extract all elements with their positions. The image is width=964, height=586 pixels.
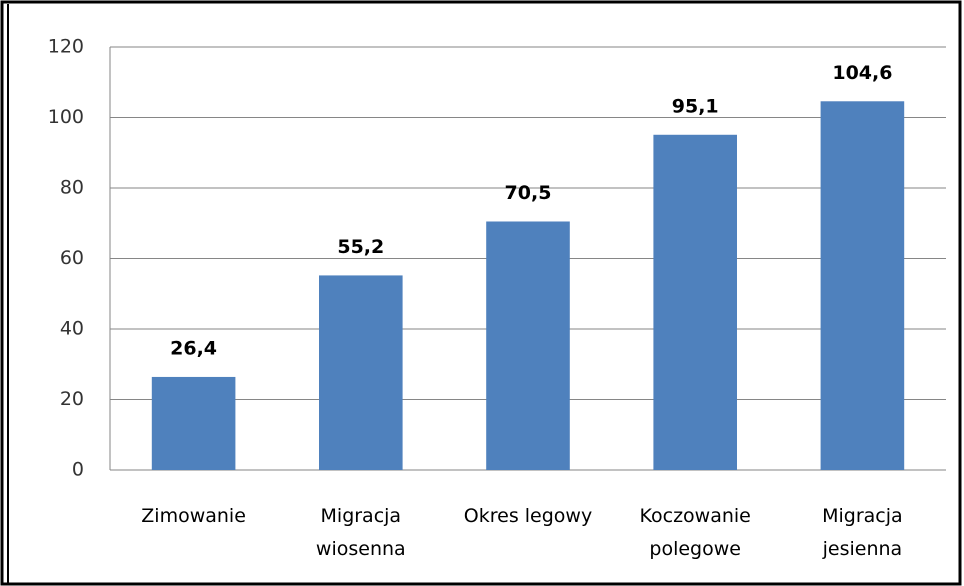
y-tick-label: 20 bbox=[60, 388, 84, 410]
x-tick-label: Koczowanie polegowe bbox=[640, 505, 751, 560]
y-tick-label: 40 bbox=[60, 318, 84, 340]
bar bbox=[820, 101, 905, 470]
x-tick-label: Migracja jesienna bbox=[822, 505, 903, 560]
bar bbox=[486, 221, 570, 470]
value-label: 55,2 bbox=[337, 236, 384, 258]
value-label: 70,5 bbox=[505, 182, 552, 204]
y-tick-label: 0 bbox=[72, 459, 84, 481]
y-tick-label: 60 bbox=[60, 247, 84, 269]
y-tick-label: 80 bbox=[60, 177, 84, 199]
bar bbox=[653, 134, 737, 470]
value-label: 95,1 bbox=[672, 95, 719, 117]
value-label: 26,4 bbox=[170, 337, 217, 359]
y-tick-label: 120 bbox=[48, 36, 84, 58]
x-tick-label: Migracja wiosenna bbox=[316, 505, 406, 560]
bar bbox=[151, 376, 236, 470]
bar bbox=[319, 275, 403, 470]
x-tick-label: Zimowanie bbox=[141, 505, 246, 527]
y-tick-label: 100 bbox=[48, 106, 84, 128]
x-tick-label: Okres legowy bbox=[464, 505, 592, 527]
value-label: 104,6 bbox=[832, 62, 892, 84]
